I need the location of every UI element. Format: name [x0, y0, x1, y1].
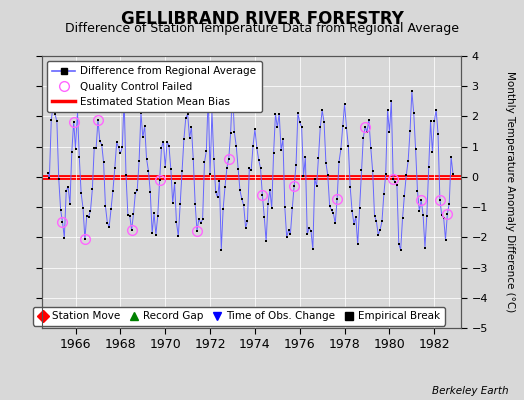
Text: GELLIBRAND RIVER FORESTRY: GELLIBRAND RIVER FORESTRY: [121, 10, 403, 28]
Y-axis label: Monthly Temperature Anomaly Difference (°C): Monthly Temperature Anomaly Difference (…: [505, 71, 515, 313]
Text: Berkeley Earth: Berkeley Earth: [432, 386, 508, 396]
Legend: Station Move, Record Gap, Time of Obs. Change, Empirical Break: Station Move, Record Gap, Time of Obs. C…: [33, 307, 445, 326]
Text: Difference of Station Temperature Data from Regional Average: Difference of Station Temperature Data f…: [65, 22, 459, 35]
